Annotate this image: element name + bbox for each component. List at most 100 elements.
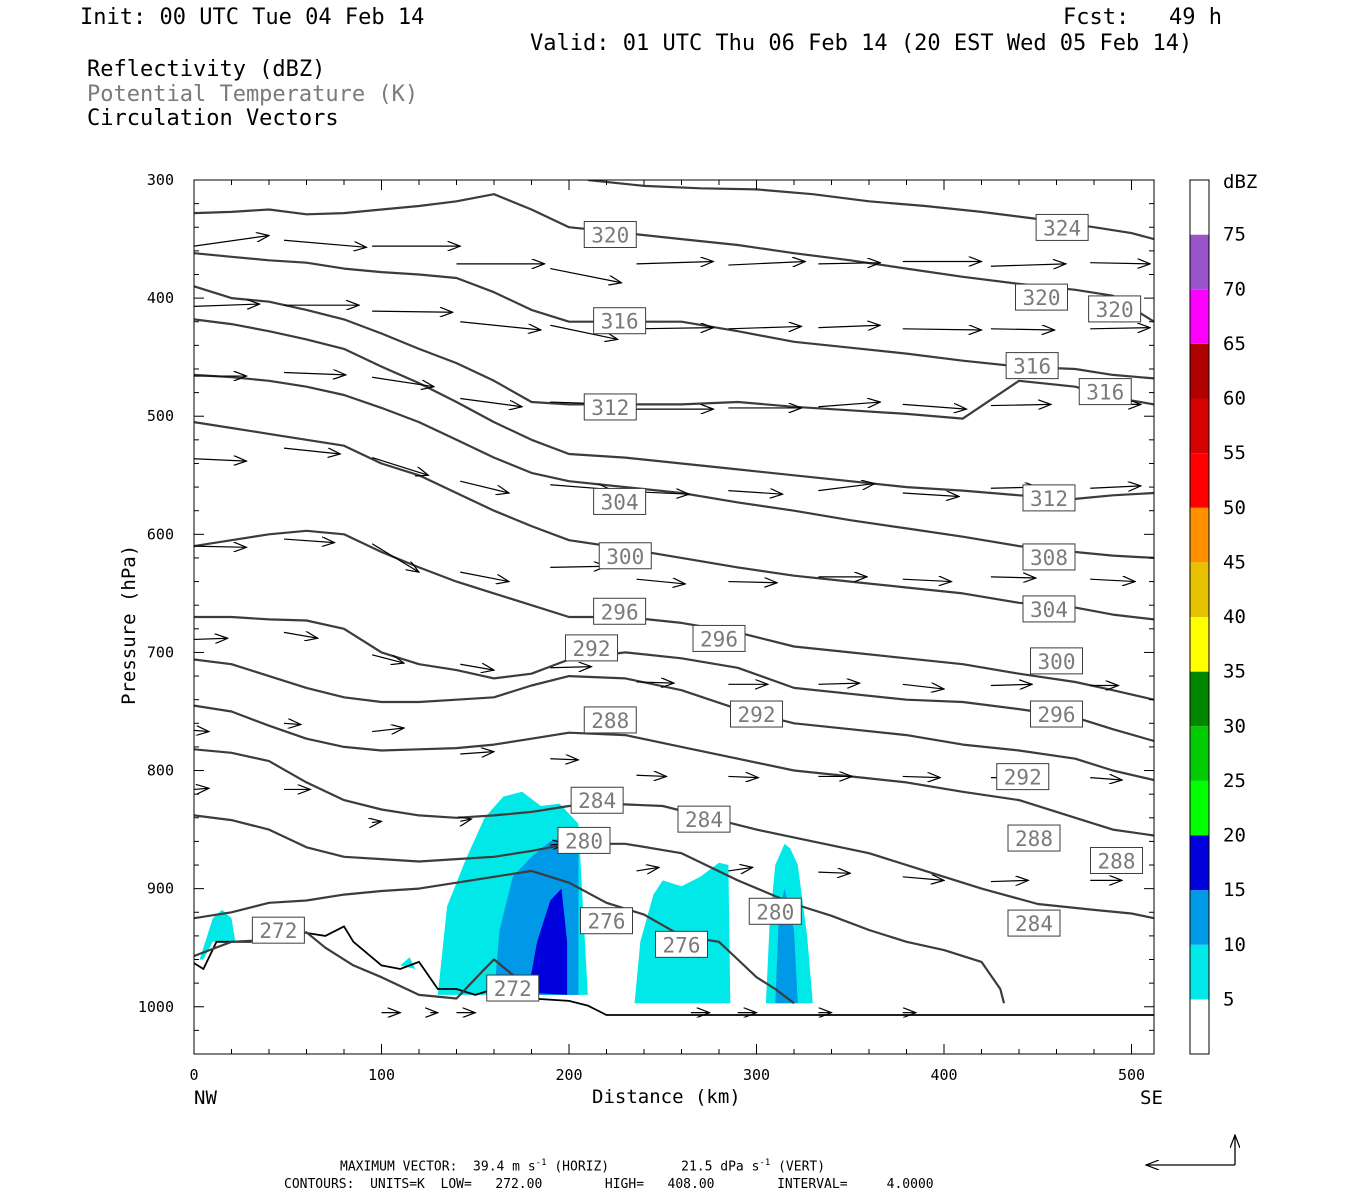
colorbar-swatch <box>1190 398 1209 454</box>
x-axis-end-label: SE <box>1140 1087 1163 1109</box>
contour-label-320: 320 <box>1096 298 1134 322</box>
contour-label-box <box>1035 213 1089 241</box>
init-time: Init: 00 UTC Tue 04 Feb 14 <box>80 5 425 30</box>
circulation-vector-arrow <box>902 776 941 777</box>
circulation-vector-arrow <box>728 582 777 583</box>
circulation-vector-arrow <box>902 329 982 330</box>
colorbar-level-label: 70 <box>1223 278 1246 300</box>
contour-label-box <box>692 624 746 652</box>
contour-label-box <box>730 700 783 728</box>
theta-contour-304 <box>194 421 1154 621</box>
contour-label-312: 312 <box>591 396 629 420</box>
circulation-vector-arrow <box>460 397 522 407</box>
contour-label-box <box>583 393 637 421</box>
circulation-vector-arrow <box>818 872 850 873</box>
circulation-vector-arrow <box>636 682 675 683</box>
circulation-vector-arrow <box>372 728 404 732</box>
contour-label-box <box>996 763 1050 791</box>
contour-label-288: 288 <box>1015 827 1053 851</box>
contour-label-316: 316 <box>1086 381 1124 405</box>
x-tick-label: 500 <box>1118 1066 1145 1084</box>
contour-label-276: 276 <box>588 910 626 934</box>
contour-label-296: 296 <box>700 627 738 651</box>
contour-label-280: 280 <box>565 829 603 853</box>
circulation-vector-arrow <box>194 459 247 461</box>
circulation-vector-arrow <box>990 404 1051 405</box>
contour-label-box <box>1030 700 1083 728</box>
contour-label-304: 304 <box>601 490 639 514</box>
contour-label-316: 316 <box>601 310 639 334</box>
circulation-vector-arrow <box>636 328 714 329</box>
colorbar: 5 10 15 20 25 30 35 40 45 50 55 60 65 70 75 dBZ <box>1189 171 1257 1055</box>
contour-label-box <box>677 805 731 833</box>
y-tick-label: 800 <box>147 762 174 780</box>
circulation-vector-arrow <box>728 326 801 328</box>
y-tick-label: 300 <box>147 171 174 189</box>
contour-label-box <box>1007 909 1061 937</box>
theta-contour-324 <box>194 193 1154 323</box>
x-axis-title: Distance (km) <box>592 1086 741 1108</box>
contour-label-292: 292 <box>573 637 611 661</box>
axes: 0 100 200 300 400 500 300 400 500 600 700 800 900 100… <box>138 171 1154 1084</box>
colorbar-level-label: 10 <box>1223 934 1246 956</box>
footer-contours: CONTOURS: UNITS=K LOW= 272.00 HIGH= 408.… <box>284 1177 934 1192</box>
circulation-vector-arrow <box>194 638 228 639</box>
circulation-vector-arrow <box>728 261 805 265</box>
potential-temperature-contours <box>194 180 1154 1005</box>
contour-label-box <box>1005 352 1059 380</box>
circulation-vector-arrow <box>728 867 752 871</box>
circulation-vector-arrow <box>902 877 944 881</box>
contour-label-300: 300 <box>1038 650 1076 674</box>
circulation-vector-arrow <box>902 684 944 689</box>
colorbar-swatch <box>1190 180 1209 235</box>
colorbar-swatch <box>1190 507 1209 563</box>
circulation-vector-arrow <box>636 775 667 776</box>
colorbar-level-label: 65 <box>1223 333 1246 355</box>
circulation-vector-arrow <box>460 664 494 670</box>
contour-label-272: 272 <box>494 977 532 1001</box>
theta-contour-276 <box>194 869 795 1005</box>
circulation-vector-arrow <box>371 456 428 476</box>
contour-label-284: 284 <box>578 789 616 813</box>
contour-label-304: 304 <box>1030 598 1068 622</box>
contour-label-box <box>486 974 540 1002</box>
colorbar-level-label: 45 <box>1223 551 1246 573</box>
circulation-vector-arrow <box>194 730 209 731</box>
contour-label-box <box>251 916 305 944</box>
contour-label-280: 280 <box>756 900 794 924</box>
theta-contour-312 <box>194 318 1154 500</box>
circulation-vector-arrow <box>990 329 1055 330</box>
contour-label-296: 296 <box>1038 703 1076 727</box>
circulation-vector-arrow <box>990 577 1036 578</box>
theta-contour-288 <box>194 704 1154 837</box>
circulation-vector-arrow <box>194 236 269 247</box>
reflectivity-layer <box>199 791 813 1004</box>
colorbar-level-label: 15 <box>1223 879 1246 901</box>
contour-label-box <box>557 826 611 854</box>
circulation-vector-arrow <box>990 880 1029 881</box>
contour-label-box <box>570 786 624 814</box>
reflectivity-5dbz-area <box>199 909 236 960</box>
theta-contour-296 <box>194 615 1154 743</box>
circulation-vector-arrow <box>550 566 606 567</box>
colorbar-swatch <box>1190 726 1209 781</box>
theta-contour-292 <box>194 658 1154 782</box>
y-tick-label: 1000 <box>138 998 174 1016</box>
circulation-vector-arrow <box>818 683 859 684</box>
contour-label-box <box>1022 543 1076 571</box>
circulation-vector-arrow <box>550 324 618 339</box>
colorbar-level-label: 5 <box>1223 988 1234 1010</box>
x-tick-label: 0 <box>189 1066 198 1084</box>
field-circulation-vectors: Circulation Vectors <box>87 106 339 131</box>
contour-label-312: 312 <box>1030 487 1068 511</box>
y-tick-label: 500 <box>147 407 174 425</box>
circulation-vector-arrow <box>460 321 541 330</box>
circulation-vector-arrow <box>818 402 880 407</box>
circulation-vector-arrow <box>550 759 578 760</box>
contour-label-box <box>583 221 637 249</box>
y-tick-label: 400 <box>147 289 174 307</box>
contour-label-288: 288 <box>591 709 629 733</box>
circulation-vector-arrow <box>460 752 494 754</box>
circulation-vector-arrow <box>194 546 247 547</box>
contour-label-box <box>1088 295 1142 323</box>
